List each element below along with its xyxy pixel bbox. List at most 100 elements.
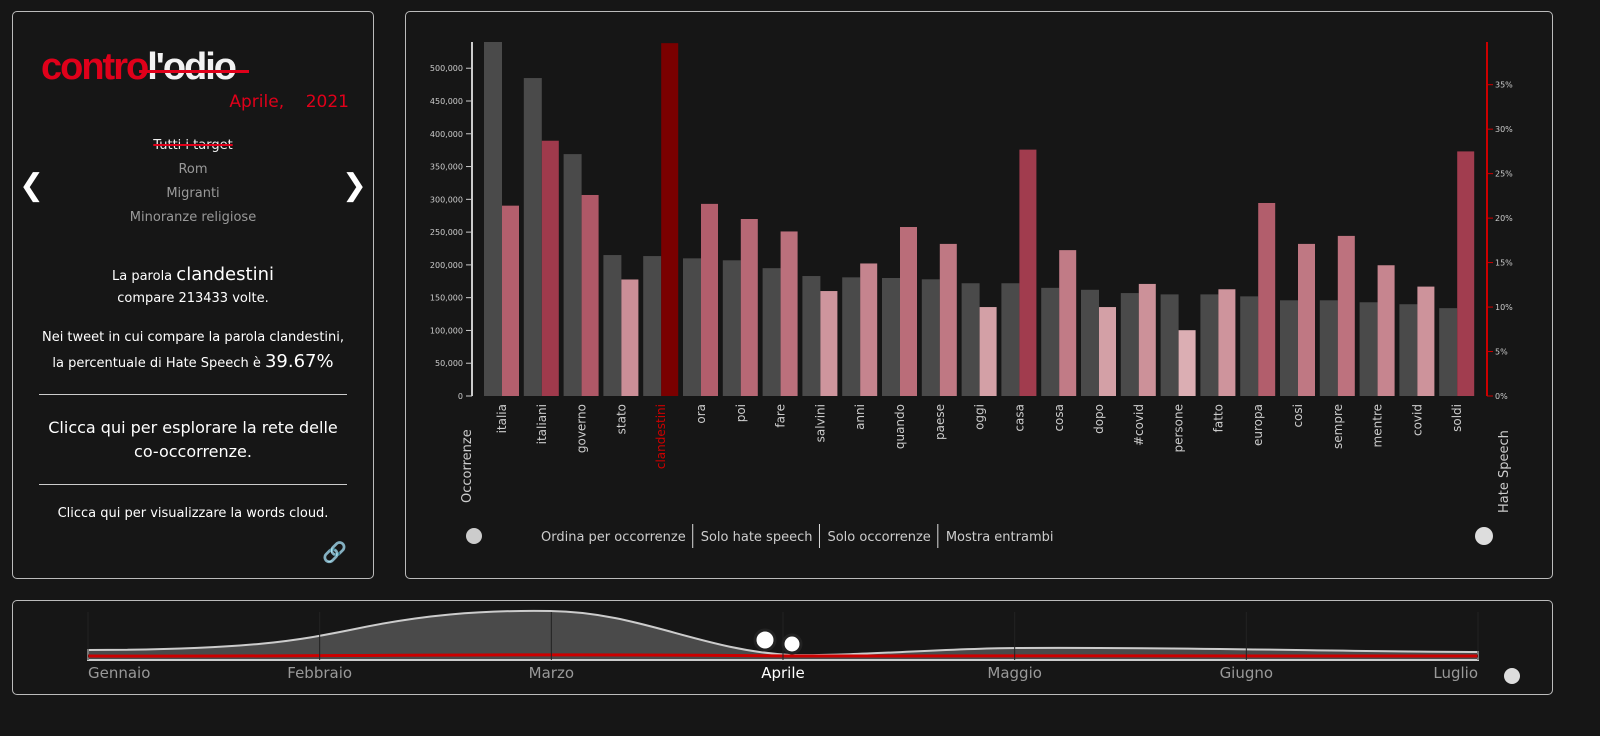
hate-bar (1099, 307, 1116, 396)
camera-icon[interactable] (466, 528, 482, 544)
sort-button[interactable]: Ordina per occorrenze (541, 530, 686, 545)
text: compare 213433 volte. (117, 291, 269, 306)
x-tick-label: mentre (1371, 404, 1385, 447)
y-tick-label: 300,000 (430, 195, 463, 204)
prev-arrow[interactable]: ❮ (19, 168, 45, 203)
hate-bar (1337, 235, 1355, 396)
target[interactable]: Migranti (166, 186, 220, 201)
occurrence-bar (1399, 304, 1418, 396)
timeline-area (87, 609, 1479, 661)
zoom-in[interactable] (753, 628, 777, 652)
y2-tick-label: 10% (1495, 303, 1513, 312)
occurrence-bar (802, 276, 821, 396)
link-icon[interactable]: 🔗 (322, 540, 347, 564)
y2-tick-label: 5% (1495, 348, 1508, 357)
month-label[interactable]: Marzo (529, 664, 574, 682)
occurrence-bar (1001, 283, 1020, 396)
occurrence-bar (484, 42, 502, 396)
cloud-link[interactable]: Clicca qui per visualizzare la words clo… (57, 506, 329, 521)
occurrence-bar (722, 260, 741, 396)
month-label[interactable]: Aprile (761, 664, 805, 682)
hate-info: Nei tweet in cui compare la parola cland… (37, 326, 349, 376)
x-tick-label: oggi (973, 404, 987, 430)
sort-button[interactable]: Solo occorrenze (827, 530, 930, 545)
hate-bar (541, 140, 559, 396)
occurrence-bar (1439, 308, 1458, 396)
hate-value: 39.67% (264, 351, 334, 372)
hate-bar (740, 219, 758, 396)
x-tick-label: quando (893, 404, 907, 449)
hate-bar (820, 291, 838, 396)
x-tick-label: europa (1251, 404, 1265, 446)
occurrence-bar (762, 268, 781, 396)
info-icon[interactable] (1475, 527, 1493, 545)
x-tick-label: casa (1012, 404, 1026, 432)
x-tick-label: salvini (813, 404, 827, 442)
occurrence-bar (1319, 300, 1338, 396)
occurrence-bar (961, 283, 980, 396)
y-tick-label: 50,000 (435, 359, 463, 368)
occurrence-bar (643, 256, 662, 396)
occurrence-bar (1041, 287, 1060, 396)
occurrence-bar (882, 278, 900, 396)
y2-tick-label: 0% (1495, 392, 1508, 401)
separator (39, 484, 347, 485)
y2-tick-label: 25% (1495, 170, 1513, 179)
x-tick-label: fare (774, 404, 788, 428)
x-tick-label: italia (495, 404, 509, 433)
x-tick-label: dopo (1092, 404, 1106, 434)
occurrence-bar (683, 258, 701, 396)
month-label[interactable]: Luglio (1433, 664, 1478, 682)
month-label[interactable]: Maggio (987, 664, 1042, 682)
sort-button[interactable]: Solo hate speech (701, 530, 813, 545)
word-info: La parola clandestini compare 213433 vol… (33, 264, 353, 310)
hate-bar (1457, 151, 1475, 396)
logo-word: contro (41, 46, 149, 88)
x-tick-label: persone (1172, 404, 1186, 453)
x-tick-label: clandestini (654, 404, 668, 469)
zoom-out[interactable] (781, 633, 803, 655)
hate-bar (780, 231, 798, 396)
month-label[interactable]: Febbraio (287, 664, 352, 682)
x-tick-label: #covid (1132, 404, 1146, 446)
y-tick-label: 100,000 (430, 326, 463, 335)
y2-tick-label: 35% (1495, 81, 1513, 90)
occurrence-bar (1200, 294, 1219, 396)
target[interactable]: Minoranze religiose (129, 210, 257, 225)
year: 2021 (305, 92, 349, 112)
x-tick-label: fatto (1211, 404, 1225, 432)
y-tick-label: 0 (458, 392, 463, 401)
y-tick-label: 400,000 (430, 130, 463, 139)
y-tick-label: 500,000 (430, 64, 463, 73)
occurrence-bar (842, 277, 861, 396)
target[interactable]: Tutti i target (153, 138, 233, 153)
x-tick-label: cosa (1052, 404, 1066, 432)
y2-axis-title: Hate Speech (1497, 430, 1512, 513)
word: clandestini (176, 264, 274, 285)
hate-bar (900, 227, 917, 396)
target[interactable]: Rom (178, 162, 208, 177)
next-arrow[interactable]: ❯ (341, 168, 367, 203)
month-label[interactable]: Giugno (1220, 664, 1274, 682)
hate-bar (502, 205, 519, 396)
hate-bar (860, 263, 878, 396)
y2-tick-label: 15% (1495, 259, 1513, 268)
sidebar: control'odio Aprile, 2021 ❮ ❯ Tutti i ta… (12, 11, 374, 579)
y-tick-label: 350,000 (430, 163, 463, 172)
hate-bar (1218, 289, 1236, 396)
hate-bar (1138, 283, 1156, 396)
month: Aprile, (229, 92, 285, 112)
hate-bar (979, 307, 997, 396)
x-tick-label: covid (1410, 404, 1424, 436)
y-tick-label: 200,000 (430, 261, 463, 270)
y-tick-label: 150,000 (430, 294, 463, 303)
info-icon[interactable] (1504, 668, 1520, 684)
period: Aprile, 2021 (229, 92, 349, 112)
text: Nei tweet in cui compare la parola cland… (41, 330, 345, 371)
y-tick-label: 450,000 (430, 97, 463, 106)
network-link[interactable]: Clicca qui per esplorare la rete delle c… (48, 418, 338, 461)
hate-bar (581, 194, 599, 396)
month-label[interactable]: Gennaio (88, 664, 150, 682)
sort-button[interactable]: Mostra entrambi (946, 530, 1054, 545)
